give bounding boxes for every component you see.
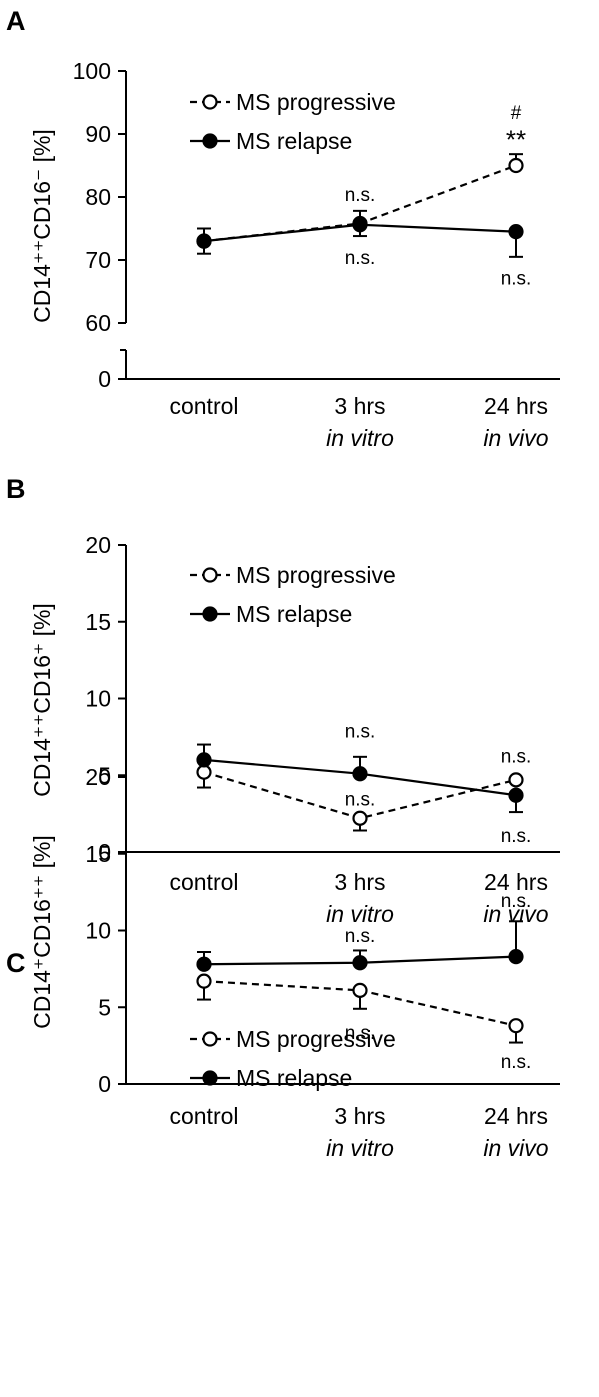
y-tick-label: 100 [73, 58, 111, 84]
x-tick-label: 24 hrs [484, 393, 548, 419]
annotation: n.s. [501, 269, 532, 290]
annotation: n.s. [501, 891, 532, 912]
y-tick-label: 20 [85, 532, 111, 558]
panel-a: A 0 60 70 80 90 100 control 3 hrs in vitro 24 hrs i… [6, 6, 560, 451]
annotation: ** [506, 125, 526, 155]
y-tick-label: 0 [98, 366, 111, 392]
y-axis-label: CD14⁺CD16⁺⁺ [%] [29, 835, 55, 1029]
legend-marker [202, 1031, 218, 1047]
data-point-progressive [508, 157, 524, 174]
x-tick-label: 24 hrs [484, 1103, 548, 1129]
x-tick-sublabel: in vivo [483, 1135, 548, 1161]
legend-marker [202, 133, 218, 149]
y-axis-label: CD14⁺⁺CD16⁺ [%] [29, 603, 55, 797]
x-tick-label: 24 hrs [484, 869, 548, 895]
legend-marker [202, 606, 218, 622]
data-point-progressive [352, 810, 368, 826]
y-tick-label: 0 [98, 1071, 111, 1097]
data-point-relapse [352, 955, 368, 971]
panel-letter: A [6, 6, 26, 36]
x-tick-label: 3 hrs [334, 1103, 385, 1129]
annotation: n.s. [501, 746, 532, 767]
legend-label: MS progressive [236, 562, 396, 588]
data-point-relapse [508, 224, 524, 240]
data-point-relapse [196, 233, 212, 249]
data-point-progressive [508, 1018, 524, 1034]
legend-label: MS progressive [236, 1026, 396, 1052]
y-tick-label: 15 [85, 841, 111, 867]
legend-label: MS relapse [236, 601, 352, 627]
legend-label: MS relapse [236, 128, 352, 154]
x-tick-sublabel: in vivo [483, 425, 548, 451]
y-tick-label: 70 [85, 247, 111, 273]
panel-letter: B [6, 474, 26, 504]
y-tick-label: 90 [85, 121, 111, 147]
data-point-progressive [196, 764, 212, 780]
x-tick-sublabel: in vitro [326, 425, 394, 451]
data-point-progressive [196, 973, 212, 989]
legend-label: MS relapse [236, 1065, 352, 1091]
annotation: n.s. [501, 826, 532, 847]
annotation: n.s. [345, 789, 376, 810]
annotation: n.s. [345, 722, 376, 743]
annotation: n.s. [345, 1023, 376, 1044]
annotation: n.s. [345, 248, 376, 269]
data-point-progressive [508, 772, 524, 788]
x-tick-sublabel: in vitro [326, 1135, 394, 1161]
y-tick-label: 15 [85, 609, 111, 635]
data-point-progressive [352, 982, 368, 998]
data-point-relapse [196, 752, 212, 768]
panel-c: C 0 5 10 15 20 control 3 hrs in vitro 24 hrs in vi… [6, 764, 560, 1161]
x-tick-label: 3 hrs [334, 869, 385, 895]
annotation: n.s. [501, 1052, 532, 1073]
y-tick-label: 5 [98, 762, 111, 788]
x-tick-label: control [169, 869, 238, 895]
annotation: n.s. [345, 185, 376, 206]
x-tick-label: 3 hrs [334, 393, 385, 419]
data-point-relapse [352, 217, 368, 233]
annotation: # [511, 103, 522, 124]
y-tick-label: 10 [85, 918, 111, 944]
data-point-relapse [352, 766, 368, 782]
y-axis-label: CD14⁺⁺CD16⁻ [%] [29, 129, 55, 323]
y-tick-label: 5 [98, 994, 111, 1020]
y-tick-label: 0 [98, 839, 111, 865]
data-point-relapse [196, 956, 212, 972]
annotation: n.s. [345, 926, 376, 947]
legend-marker [202, 94, 218, 110]
x-tick-label: control [169, 393, 238, 419]
legend-marker [202, 1070, 218, 1086]
y-tick-label: 80 [85, 184, 111, 210]
y-tick-label: 60 [85, 310, 111, 336]
y-tick-label: 10 [85, 686, 111, 712]
x-tick-sublabel: in vitro [326, 901, 394, 927]
y-tick-label: 20 [85, 764, 111, 790]
x-tick-label: control [169, 1103, 238, 1129]
legend-marker [202, 567, 218, 583]
data-point-relapse [508, 948, 524, 965]
legend-label: MS progressive [236, 89, 396, 115]
panel-letter: C [6, 948, 26, 978]
data-point-relapse [508, 787, 524, 803]
